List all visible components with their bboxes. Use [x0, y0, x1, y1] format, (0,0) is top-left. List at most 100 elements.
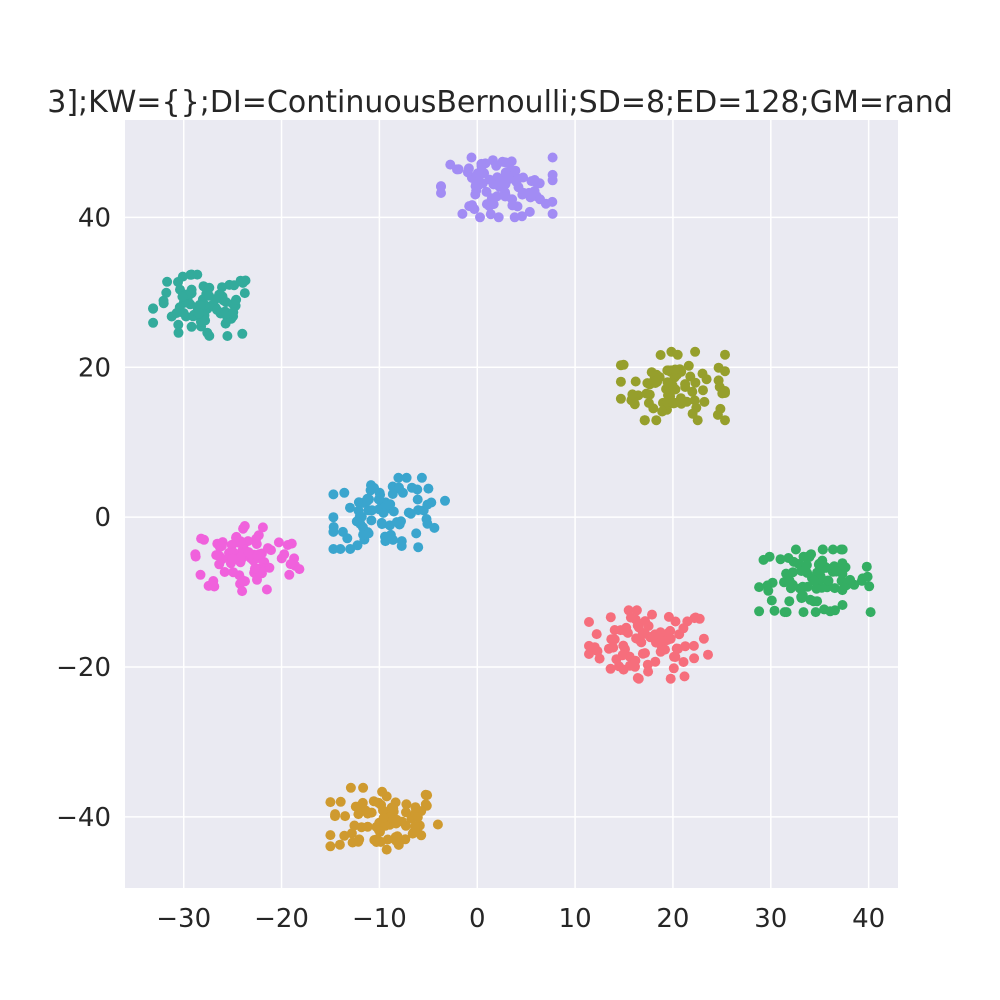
- data-point: [662, 365, 673, 376]
- data-point: [474, 169, 485, 180]
- x-axis-ticks: −30 −20 −10 0 10 20 30 40: [156, 904, 885, 934]
- data-point: [235, 552, 246, 563]
- data-point: [222, 331, 233, 341]
- data-point: [204, 290, 214, 301]
- data-point: [347, 837, 358, 848]
- data-point: [676, 398, 687, 409]
- x-tick-label: −30: [156, 904, 211, 934]
- data-point: [349, 820, 360, 831]
- data-point: [282, 540, 293, 550]
- data-point: [690, 612, 701, 623]
- data-point: [524, 187, 534, 198]
- data-point: [388, 506, 399, 517]
- data-point: [798, 551, 809, 562]
- data-point: [625, 612, 636, 623]
- data-point: [713, 375, 724, 386]
- data-point: [195, 300, 206, 311]
- data-point: [231, 294, 242, 305]
- data-point: [632, 673, 643, 683]
- data-point: [162, 276, 173, 287]
- data-point: [214, 559, 225, 570]
- data-point: [657, 406, 668, 417]
- data-point: [605, 612, 616, 623]
- data-point: [862, 571, 873, 582]
- data-point: [339, 830, 350, 841]
- data-point: [845, 574, 856, 585]
- data-point: [865, 607, 876, 618]
- data-point: [252, 574, 262, 585]
- data-point: [691, 402, 702, 413]
- data-point: [376, 517, 387, 528]
- data-point: [802, 581, 813, 592]
- data-point: [594, 653, 605, 664]
- data-point: [148, 303, 159, 314]
- data-point: [641, 388, 652, 399]
- data-point: [237, 586, 248, 597]
- data-point: [362, 808, 373, 819]
- data-point: [651, 415, 662, 426]
- data-point: [253, 530, 264, 541]
- data-point: [618, 640, 629, 651]
- data-point: [829, 583, 840, 594]
- data-point: [345, 544, 356, 554]
- data-point: [790, 544, 801, 555]
- data-point: [294, 564, 305, 575]
- data-point: [273, 537, 284, 548]
- data-point: [411, 528, 422, 539]
- data-point: [783, 553, 794, 563]
- data-point: [228, 307, 239, 318]
- data-point: [261, 584, 272, 595]
- data-point: [396, 516, 406, 527]
- data-point: [670, 616, 681, 627]
- data-point: [466, 152, 477, 163]
- data-point: [806, 549, 817, 560]
- data-point: [392, 831, 403, 842]
- data-point: [796, 593, 807, 604]
- data-point: [647, 609, 657, 620]
- data-point: [330, 809, 341, 820]
- y-tick-label: −20: [56, 653, 111, 683]
- data-point: [678, 657, 689, 667]
- data-point: [690, 346, 701, 357]
- data-point: [766, 595, 777, 606]
- data-point: [401, 472, 412, 483]
- data-point: [346, 828, 357, 839]
- data-point: [817, 544, 828, 555]
- data-point: [199, 534, 209, 545]
- data-point: [680, 379, 691, 390]
- data-point: [239, 288, 250, 299]
- data-point: [665, 673, 676, 684]
- cluster-2: [325, 782, 443, 855]
- data-point: [627, 389, 638, 400]
- data-point: [362, 495, 373, 506]
- data-point: [500, 167, 511, 178]
- data-point: [266, 545, 276, 556]
- data-point: [423, 483, 434, 494]
- data-point: [831, 566, 842, 577]
- data-point: [837, 600, 848, 610]
- data-point: [373, 797, 384, 808]
- data-point: [547, 196, 558, 207]
- data-point: [161, 287, 172, 298]
- data-point: [712, 409, 723, 420]
- data-point: [148, 317, 159, 328]
- cluster-3: [615, 346, 730, 426]
- data-point: [630, 376, 641, 387]
- data-point: [758, 554, 769, 565]
- data-point: [171, 308, 182, 318]
- data-point: [631, 605, 642, 616]
- data-point: [662, 377, 673, 388]
- data-point: [173, 327, 184, 338]
- data-point: [683, 360, 694, 371]
- data-point: [809, 575, 820, 586]
- data-point: [228, 567, 239, 578]
- data-point: [698, 385, 708, 396]
- data-point: [840, 562, 851, 573]
- data-point: [547, 175, 558, 186]
- data-point: [416, 472, 427, 483]
- data-point: [366, 480, 376, 491]
- data-point: [703, 649, 713, 660]
- data-point: [507, 200, 518, 211]
- data-point: [396, 541, 407, 551]
